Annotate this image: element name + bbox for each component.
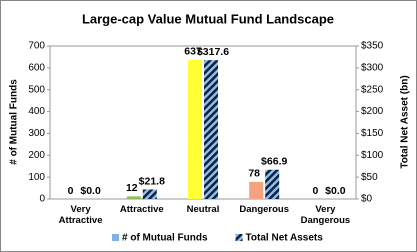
y2-tick-label: $350 — [361, 41, 384, 52]
value-label: $317.6 — [197, 46, 229, 58]
y-tick-label: 700 — [28, 41, 45, 52]
value-label: 78 — [248, 168, 260, 180]
legend-swatch — [235, 234, 243, 241]
y2-axis-title: Total Net Asset (bn) — [400, 75, 411, 168]
value-label: 0 — [68, 185, 74, 197]
y2-tick-label: $50 — [361, 172, 378, 183]
y-tick-label: 100 — [28, 172, 45, 183]
y-tick-label: 400 — [28, 106, 45, 117]
bar — [126, 196, 141, 199]
y-tick-label: 600 — [28, 62, 45, 73]
y2-tick-label: $200 — [361, 106, 384, 117]
y-tick-label: 200 — [28, 150, 45, 161]
y-tick-label: 0 — [39, 194, 45, 205]
value-label: $66.9 — [261, 156, 287, 168]
value-label: 0 — [312, 185, 318, 197]
value-label: $0.0 — [325, 185, 346, 197]
y2-tick-label: $100 — [361, 150, 384, 161]
value-label: 12 — [126, 182, 138, 194]
y2-tick-label: $0 — [361, 194, 373, 205]
x-tick-label: Very Attractive — [58, 204, 103, 226]
x-tick-label: Neutral — [186, 204, 220, 215]
bar — [188, 59, 202, 199]
bar — [142, 189, 157, 199]
y2-tick-label: $300 — [361, 62, 384, 73]
bar — [204, 60, 218, 200]
legend-label: # of Mutual Funds — [122, 233, 208, 244]
x-tick-label: Very Dangerous — [300, 204, 351, 226]
y-tick-label: 500 — [28, 84, 45, 95]
y2-tick-label: $150 — [361, 128, 384, 139]
legend-swatch — [112, 234, 119, 241]
plot-area — [49, 45, 357, 200]
value-label: 637 — [184, 46, 202, 58]
bar — [249, 181, 264, 199]
chart-title: Large-cap Value Mutual Fund Landscape — [82, 11, 334, 26]
value-label: $0.0 — [80, 185, 101, 197]
y-tick-label: 300 — [28, 128, 45, 139]
y2-tick-label: $250 — [361, 84, 384, 95]
y-axis-title: # of Mutual Funds — [9, 79, 20, 165]
bar — [265, 169, 280, 199]
x-tick-label: Attractive — [119, 204, 164, 215]
x-tick-label: Dangerous — [239, 204, 289, 215]
legend-label: Total Net Assets — [246, 233, 324, 244]
value-label: $21.8 — [139, 175, 165, 187]
